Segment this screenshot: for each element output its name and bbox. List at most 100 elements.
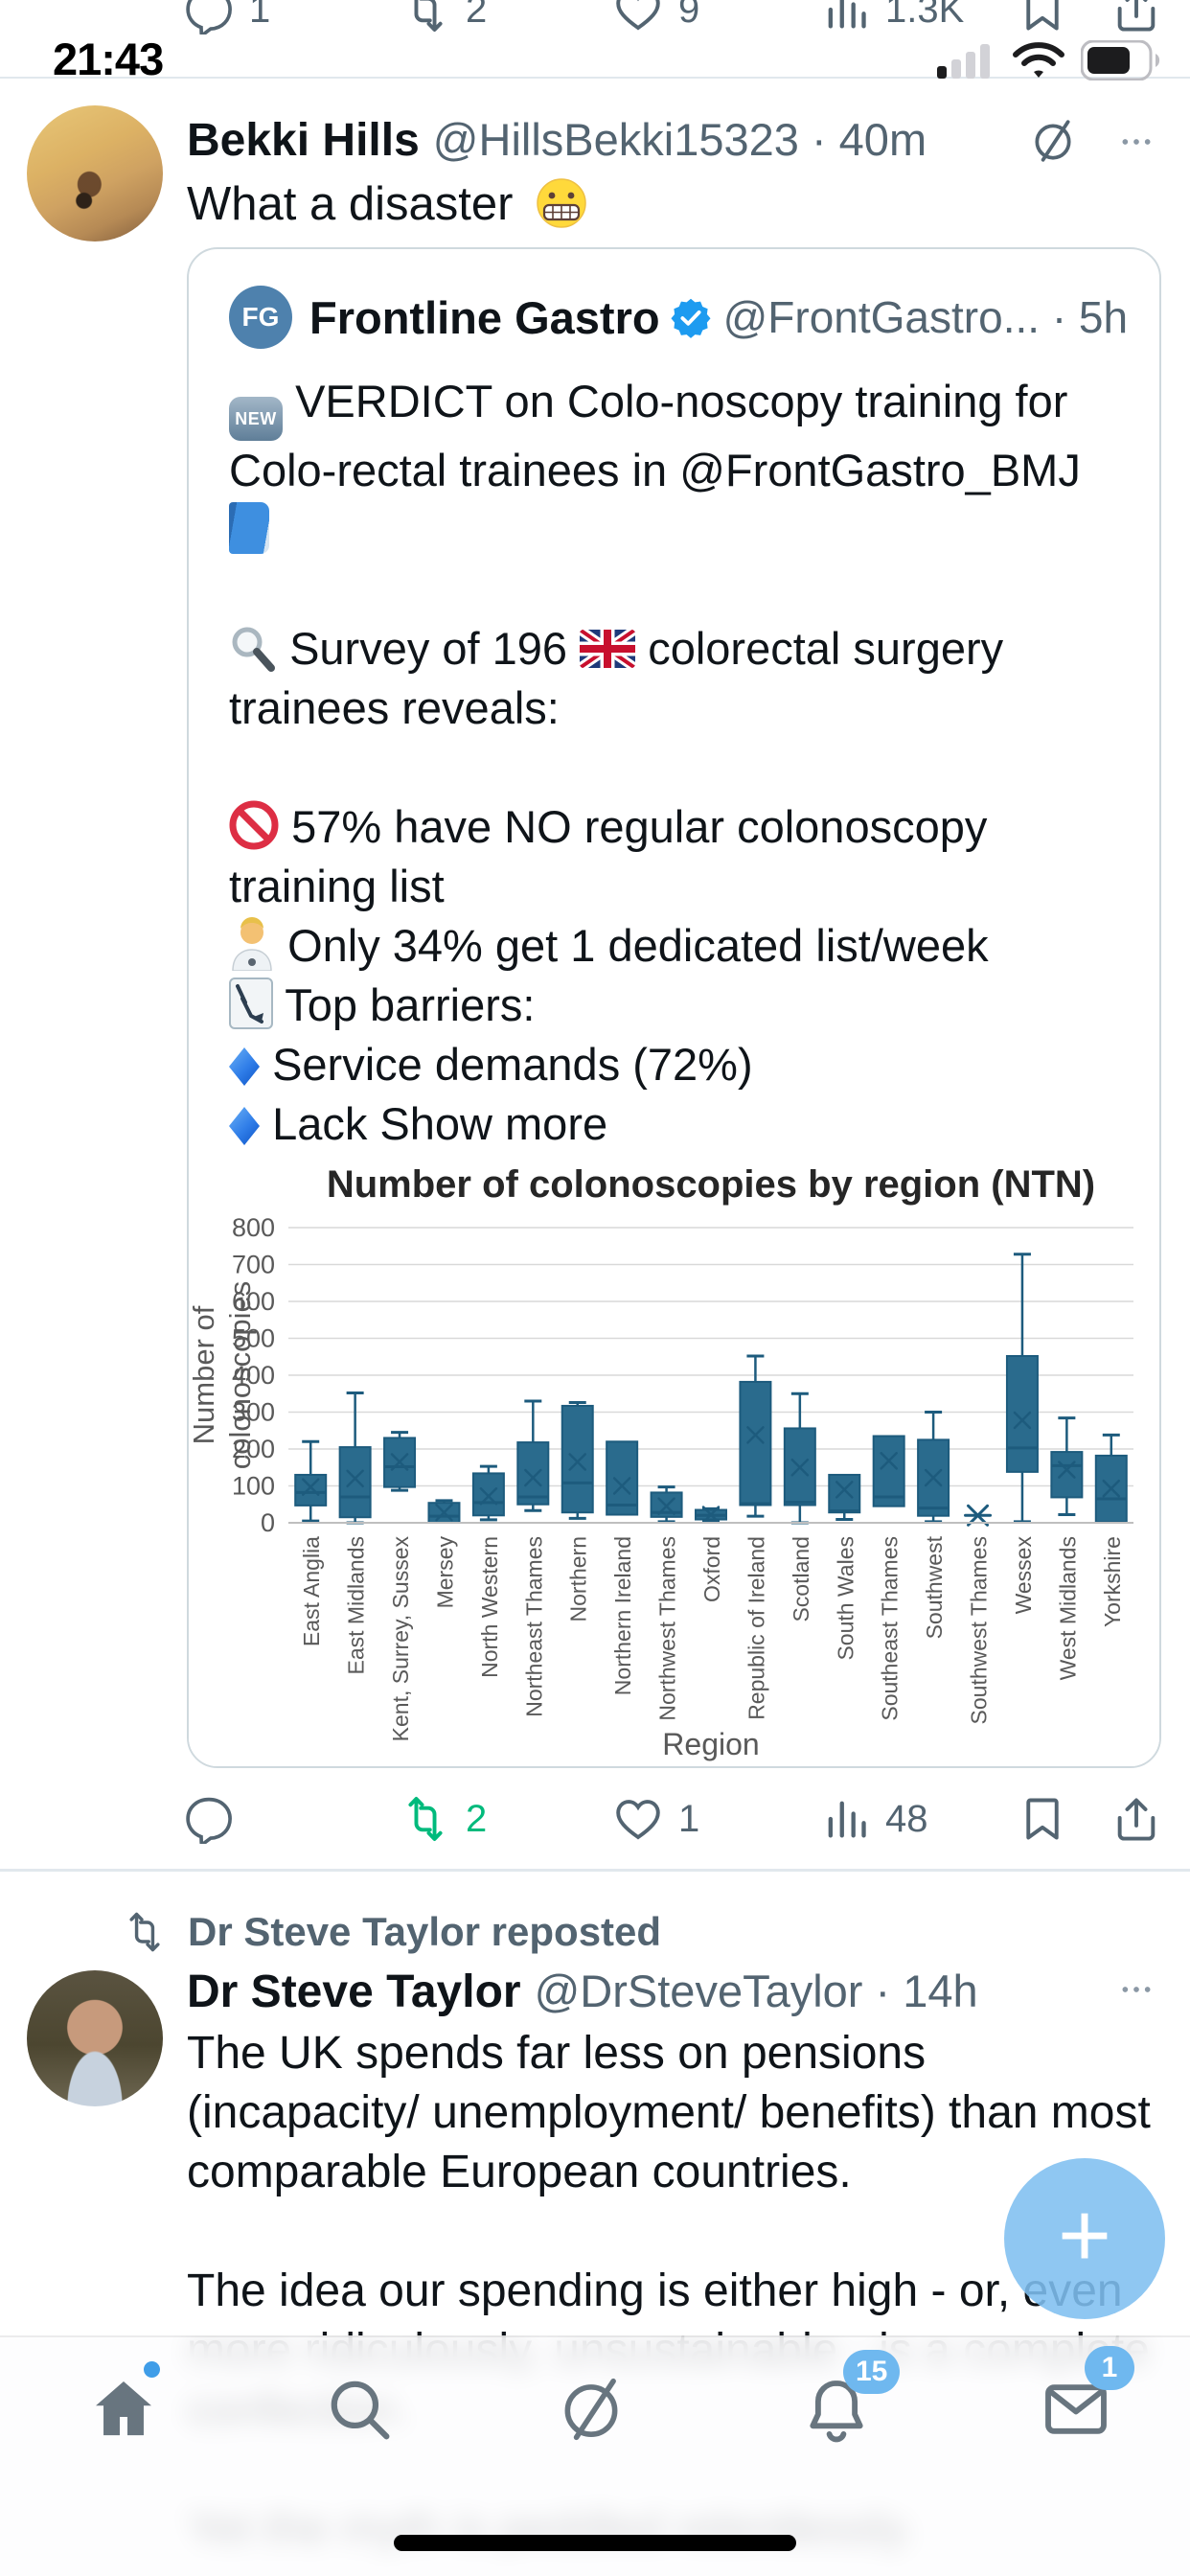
like-count: 1: [678, 1797, 700, 1840]
views-button[interactable]: 1.3K: [820, 0, 964, 34]
repost-count: 2: [466, 0, 488, 31]
svg-text:800: 800: [232, 1213, 275, 1242]
views-button[interactable]: 48: [820, 1794, 928, 1844]
reply-icon: [184, 0, 234, 34]
show-more-link[interactable]: Show more: [379, 1098, 608, 1149]
quoted-body-p2b: colorectal surgery trainees reveals:: [229, 623, 1004, 733]
home-unread-dot: [144, 2361, 160, 2378]
quoted-tweet-body: NEW VERDICT on Colo-noscopy training for…: [229, 372, 1121, 1154]
tweet-divider: [0, 1869, 1190, 1872]
reply-icon: [184, 1794, 234, 1844]
repost-icon: [400, 0, 450, 34]
svg-text:100: 100: [232, 1472, 275, 1501]
quoted-body-p5: Top barriers:: [285, 979, 536, 1030]
home-icon: [88, 2374, 159, 2445]
more-button[interactable]: [1111, 123, 1161, 161]
svg-text:600: 600: [232, 1287, 275, 1316]
share-icon: [1111, 0, 1161, 34]
wifi-icon: [1013, 42, 1064, 78]
view-count: 1.3K: [885, 0, 965, 31]
svg-text:200: 200: [232, 1435, 275, 1463]
bookmark-button[interactable]: [1018, 1794, 1067, 1844]
avatar[interactable]: [27, 105, 163, 242]
battery-icon: [1081, 40, 1160, 80]
svg-text:East Anglia: East Anglia: [299, 1536, 324, 1646]
svg-text:Southwest Thames: Southwest Thames: [967, 1536, 992, 1724]
svg-text:Northeast Thames: Northeast Thames: [521, 1536, 546, 1717]
like-button[interactable]: 1: [613, 1794, 699, 1844]
author-meta: @HillsBekki15323 · 40m: [432, 114, 927, 165]
nav-search-tab[interactable]: [324, 2374, 395, 2445]
quoted-avatar[interactable]: FG: [229, 286, 292, 349]
repost-count: 2: [466, 1797, 488, 1840]
svg-text:Mersey: Mersey: [432, 1536, 457, 1609]
more-button[interactable]: [1111, 1970, 1161, 2009]
grok-icon: [1029, 117, 1077, 165]
more-dots-icon: [1111, 1970, 1161, 2009]
repost-icon: [123, 1910, 167, 1954]
avatar[interactable]: [27, 1970, 163, 2106]
reply-button[interactable]: [184, 1794, 234, 1844]
quoted-author-name: Frontline Gastro: [309, 291, 660, 343]
repost-banner[interactable]: Dr Steve Taylor reposted: [123, 1909, 661, 1955]
quoted-tweet-header: FG Frontline Gastro @FrontGastro... · 5h: [229, 286, 1131, 349]
status-icons: [937, 40, 1161, 80]
svg-text:North Western: North Western: [477, 1536, 502, 1678]
repost-icon: [400, 1794, 450, 1844]
colonoscopies-boxplot-chart: Number of colonoscopies by region (NTN) 0…: [189, 1153, 1159, 1766]
svg-text:Southeast Thames: Southeast Thames: [878, 1536, 903, 1721]
compose-fab-button[interactable]: +: [1004, 2158, 1165, 2319]
svg-text:500: 500: [232, 1324, 275, 1353]
author-name[interactable]: Dr Steve Taylor: [187, 1966, 521, 2017]
nav-home-tab[interactable]: [88, 2374, 159, 2445]
svg-text:Kent, Surrey, Sussex: Kent, Surrey, Sussex: [388, 1536, 413, 1742]
new-button-emoji: NEW: [229, 397, 283, 441]
quoted-body-p4: Only 34% get 1 dedicated list/week: [287, 920, 989, 971]
svg-text:Number of colonoscopies by reg: Number of colonoscopies by region (NTN): [327, 1163, 1095, 1206]
repost-button[interactable]: 2: [400, 1794, 487, 1844]
chart-decreasing-emoji: [229, 978, 273, 1029]
svg-text:colonoscopies: colonoscopies: [223, 1281, 257, 1469]
svg-text:West Midlands: West Midlands: [1055, 1536, 1080, 1680]
heart-icon: [613, 0, 663, 34]
svg-text:0: 0: [261, 1508, 275, 1537]
svg-text:Northwest Thames: Northwest Thames: [655, 1536, 680, 1721]
share-button[interactable]: [1111, 0, 1161, 34]
analytics-icon: [820, 1794, 870, 1844]
grok-actions-button[interactable]: [1029, 117, 1077, 165]
more-dots-icon: [1111, 123, 1161, 161]
tweet-divider: [0, 77, 1190, 79]
tweet2-paragraph-1: The UK spends far less on pensions (inca…: [187, 2028, 1151, 2197]
svg-text:Northern: Northern: [566, 1536, 591, 1622]
repost-button[interactable]: 2: [400, 0, 487, 34]
plus-icon: +: [1057, 2184, 1112, 2287]
quoted-author-meta: @FrontGastro... · 5h: [722, 292, 1129, 342]
tweet-header: Dr Steve Taylor @DrSteveTaylor · 14h: [187, 1965, 1094, 2018]
health-worker-emoji: [232, 917, 272, 971]
share-icon: [1111, 1794, 1161, 1844]
reply-count: 1: [249, 0, 271, 31]
bookmark-icon: [1018, 0, 1067, 34]
share-button[interactable]: [1111, 1794, 1161, 1844]
like-button[interactable]: 9: [613, 0, 699, 34]
nav-grok-tab[interactable]: [556, 2374, 627, 2445]
svg-text:Yorkshire: Yorkshire: [1100, 1536, 1125, 1627]
svg-text:South Wales: South Wales: [833, 1536, 858, 1661]
mention-frontgastro-bmj[interactable]: @FrontGastro_BMJ: [679, 445, 1081, 495]
svg-text:Number of: Number of: [189, 1305, 220, 1444]
repost-banner-text: Dr Steve Taylor reposted: [188, 1909, 662, 1954]
quoted-tweet-card[interactable]: FG Frontline Gastro @FrontGastro... · 5h…: [187, 247, 1161, 1768]
grimacing-face-emoji: [537, 178, 586, 228]
author-meta: @DrSteveTaylor · 14h: [534, 1966, 978, 2016]
uk-flag-emoji: [580, 630, 636, 668]
notifications-badge: 15: [843, 2350, 901, 2394]
bookmark-button[interactable]: [1018, 0, 1067, 34]
blue-diamond-emoji: [229, 1047, 260, 1086]
svg-text:Northern Ireland: Northern Ireland: [610, 1536, 635, 1695]
reply-button[interactable]: 1: [184, 0, 270, 34]
bookmark-icon: [1018, 1794, 1067, 1844]
author-name[interactable]: Bekki Hills: [187, 115, 420, 166]
svg-text:Region: Region: [662, 1727, 759, 1761]
tweet-header: Bekki Hills @HillsBekki15323 · 40m: [187, 113, 1046, 167]
